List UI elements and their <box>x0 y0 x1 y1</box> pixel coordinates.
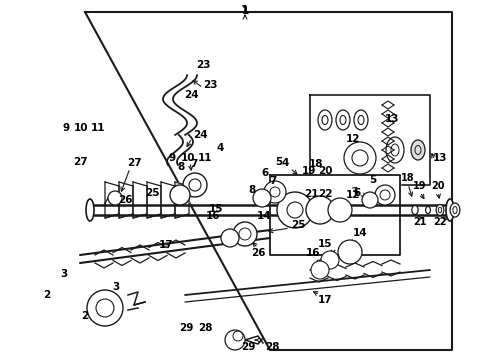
Text: 10: 10 <box>74 123 88 133</box>
Circle shape <box>253 189 271 207</box>
Text: 11: 11 <box>91 123 105 133</box>
Text: 21: 21 <box>413 217 427 227</box>
Text: 3: 3 <box>60 269 67 279</box>
Circle shape <box>264 181 286 203</box>
Text: 2: 2 <box>43 290 50 300</box>
Text: 18: 18 <box>401 173 415 183</box>
Ellipse shape <box>425 207 430 213</box>
Text: 26: 26 <box>118 195 132 205</box>
Text: 12: 12 <box>346 190 360 200</box>
Text: 23: 23 <box>203 80 217 90</box>
Ellipse shape <box>436 204 444 216</box>
Text: 25: 25 <box>291 220 305 230</box>
Text: 1: 1 <box>242 6 248 16</box>
Circle shape <box>233 222 257 246</box>
Text: 20: 20 <box>431 181 445 191</box>
Text: 24: 24 <box>184 90 198 100</box>
Text: 9: 9 <box>169 153 175 163</box>
Circle shape <box>87 290 123 326</box>
Text: 17: 17 <box>159 240 174 250</box>
Polygon shape <box>161 182 175 218</box>
Text: 9: 9 <box>63 123 70 133</box>
Text: 22: 22 <box>318 189 333 199</box>
Text: 5: 5 <box>369 175 377 185</box>
Polygon shape <box>175 182 189 218</box>
Text: 28: 28 <box>198 323 213 333</box>
Text: 7: 7 <box>270 176 277 186</box>
Text: 26: 26 <box>251 248 265 258</box>
Ellipse shape <box>411 140 425 160</box>
Circle shape <box>362 192 378 208</box>
Circle shape <box>170 185 190 205</box>
Text: 13: 13 <box>385 114 399 124</box>
Circle shape <box>225 330 245 350</box>
Ellipse shape <box>86 199 94 221</box>
Text: 27: 27 <box>127 158 141 168</box>
Text: 2: 2 <box>81 311 89 321</box>
Text: 29: 29 <box>241 342 255 352</box>
Text: 8: 8 <box>178 162 185 172</box>
Text: 21: 21 <box>304 189 318 199</box>
Polygon shape <box>119 182 133 218</box>
Text: 23: 23 <box>196 60 211 70</box>
Text: 28: 28 <box>265 342 279 352</box>
Text: 29: 29 <box>179 323 194 333</box>
Text: 8: 8 <box>248 185 256 195</box>
Polygon shape <box>133 182 147 218</box>
Text: 7: 7 <box>190 159 197 169</box>
Text: 19: 19 <box>413 181 427 191</box>
Text: 22: 22 <box>433 217 447 227</box>
Text: 16: 16 <box>306 248 320 258</box>
Text: 4: 4 <box>217 143 224 153</box>
Circle shape <box>338 240 362 264</box>
Text: 3: 3 <box>112 282 120 292</box>
Text: 10: 10 <box>181 153 195 163</box>
Circle shape <box>183 173 207 197</box>
Text: 18: 18 <box>309 159 323 169</box>
Text: 6: 6 <box>353 188 361 198</box>
Circle shape <box>306 196 334 224</box>
Text: 24: 24 <box>193 130 207 140</box>
Ellipse shape <box>412 206 418 215</box>
Polygon shape <box>147 182 161 218</box>
Text: 14: 14 <box>353 228 368 238</box>
Text: 1: 1 <box>241 5 249 15</box>
Ellipse shape <box>446 199 454 221</box>
Circle shape <box>277 192 313 228</box>
Text: 6: 6 <box>261 168 268 178</box>
Circle shape <box>328 198 352 222</box>
Ellipse shape <box>450 203 460 217</box>
Circle shape <box>108 191 122 205</box>
Text: 20: 20 <box>318 166 333 176</box>
Text: 14: 14 <box>257 211 272 221</box>
Text: 16: 16 <box>206 211 220 221</box>
Circle shape <box>311 261 329 279</box>
Text: 27: 27 <box>74 157 88 167</box>
Circle shape <box>221 229 239 247</box>
Polygon shape <box>270 175 400 255</box>
Text: 12: 12 <box>345 134 360 144</box>
Text: 15: 15 <box>318 239 332 249</box>
Text: 15: 15 <box>208 204 223 214</box>
Polygon shape <box>105 182 119 218</box>
Text: 11: 11 <box>198 153 212 163</box>
Text: 5: 5 <box>276 157 283 167</box>
Circle shape <box>321 251 339 269</box>
Text: 19: 19 <box>301 166 316 176</box>
Text: 25: 25 <box>145 188 159 198</box>
Text: 17: 17 <box>318 295 332 305</box>
Text: 13: 13 <box>433 153 447 163</box>
Circle shape <box>375 185 395 205</box>
Text: 4: 4 <box>281 158 289 168</box>
